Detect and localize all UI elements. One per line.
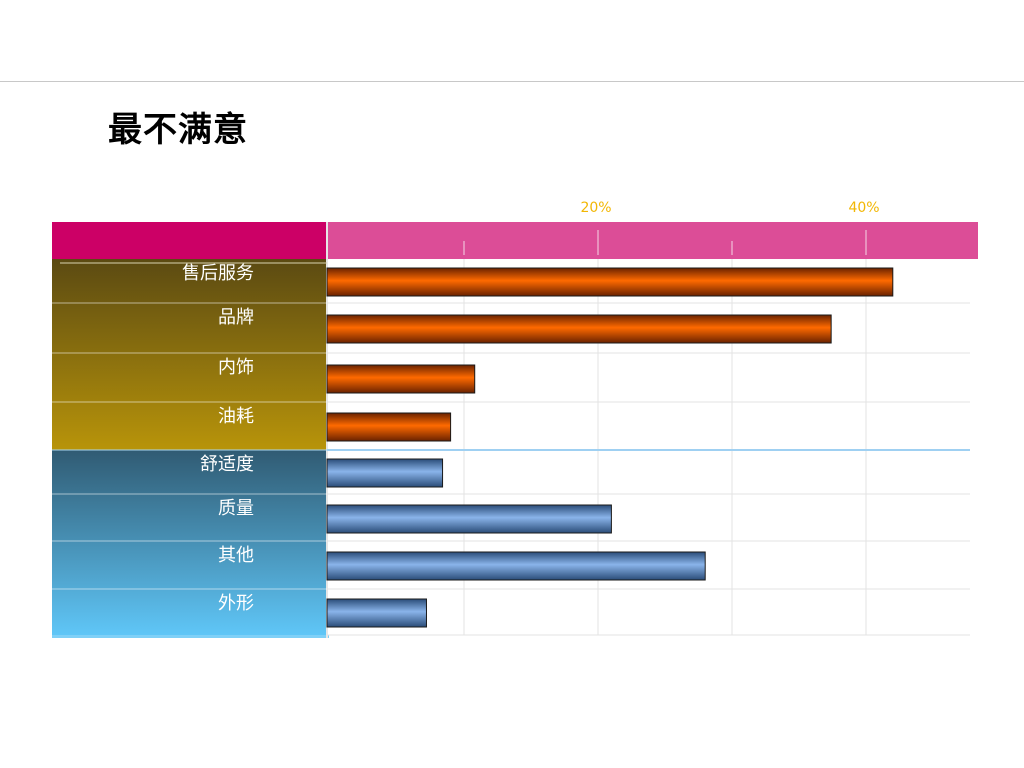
bar-3 bbox=[326, 364, 476, 394]
header-band-right bbox=[327, 222, 978, 259]
bar-4 bbox=[326, 412, 452, 442]
x-tick-label: 20% bbox=[580, 200, 611, 216]
bar-5 bbox=[326, 458, 444, 488]
bar-1 bbox=[326, 267, 894, 297]
label-panel-group2 bbox=[52, 450, 327, 635]
bar-2 bbox=[326, 314, 832, 344]
x-tick-label: 40% bbox=[848, 200, 879, 216]
label-panel-bottom-edge bbox=[52, 635, 329, 638]
header-band-left bbox=[52, 222, 327, 259]
category-label: 其他 bbox=[218, 545, 254, 566]
category-label: 外形 bbox=[218, 593, 254, 614]
top-divider bbox=[0, 81, 1024, 82]
label-panel-group1 bbox=[52, 259, 327, 450]
bar-8 bbox=[326, 598, 427, 628]
bar-7 bbox=[326, 551, 706, 581]
category-label: 质量 bbox=[218, 498, 254, 519]
category-label: 内饰 bbox=[218, 357, 254, 378]
category-label: 油耗 bbox=[218, 406, 254, 427]
category-label: 舒适度 bbox=[200, 454, 254, 475]
bar-6 bbox=[326, 504, 612, 534]
page-title: 最不满意 bbox=[108, 110, 248, 150]
category-label: 售后服务 bbox=[182, 263, 254, 284]
category-label: 品牌 bbox=[218, 307, 254, 328]
